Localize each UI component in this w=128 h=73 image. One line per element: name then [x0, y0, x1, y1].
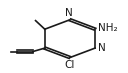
- Text: N: N: [65, 8, 73, 18]
- Text: N: N: [98, 43, 106, 53]
- Text: Cl: Cl: [65, 60, 75, 70]
- Text: NH₂: NH₂: [98, 23, 118, 33]
